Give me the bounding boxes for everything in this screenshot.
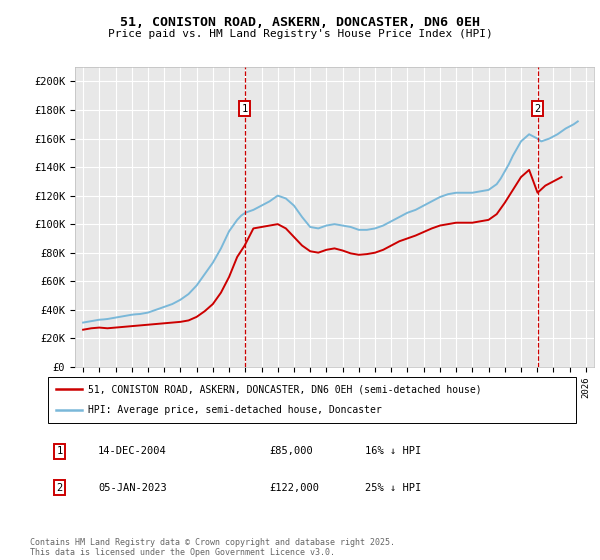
Text: £85,000: £85,000	[270, 446, 314, 456]
Text: HPI: Average price, semi-detached house, Doncaster: HPI: Average price, semi-detached house,…	[88, 405, 382, 416]
Text: 2: 2	[535, 104, 541, 114]
FancyBboxPatch shape	[48, 377, 576, 423]
Text: 1: 1	[242, 104, 248, 114]
Text: £122,000: £122,000	[270, 483, 320, 493]
Text: 16% ↓ HPI: 16% ↓ HPI	[365, 446, 421, 456]
Text: 51, CONISTON ROAD, ASKERN, DONCASTER, DN6 0EH (semi-detached house): 51, CONISTON ROAD, ASKERN, DONCASTER, DN…	[88, 384, 481, 394]
Text: 05-JAN-2023: 05-JAN-2023	[98, 483, 167, 493]
Text: 14-DEC-2004: 14-DEC-2004	[98, 446, 167, 456]
Text: Price paid vs. HM Land Registry's House Price Index (HPI): Price paid vs. HM Land Registry's House …	[107, 29, 493, 39]
Text: 25% ↓ HPI: 25% ↓ HPI	[365, 483, 421, 493]
Text: Contains HM Land Registry data © Crown copyright and database right 2025.
This d: Contains HM Land Registry data © Crown c…	[30, 538, 395, 557]
Text: 2: 2	[56, 483, 63, 493]
Text: 51, CONISTON ROAD, ASKERN, DONCASTER, DN6 0EH: 51, CONISTON ROAD, ASKERN, DONCASTER, DN…	[120, 16, 480, 29]
Text: 1: 1	[56, 446, 63, 456]
